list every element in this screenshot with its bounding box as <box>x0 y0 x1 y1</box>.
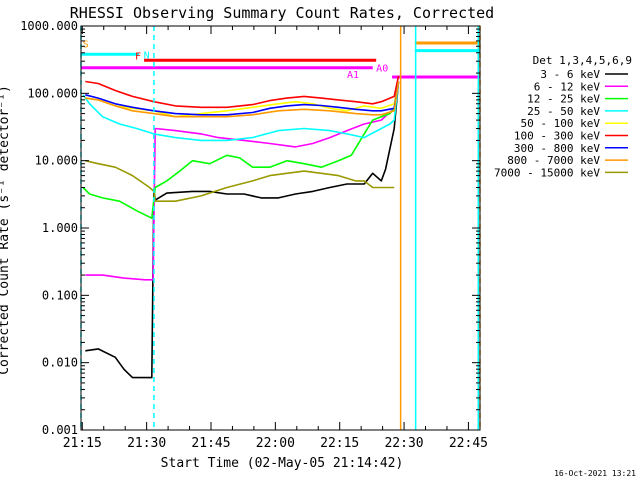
x-tick-label: 22:45 <box>449 436 488 451</box>
series-line-8 <box>85 159 395 202</box>
flag-label-a1: A1 <box>347 70 359 81</box>
y-tick-label: 0.001 <box>42 423 78 437</box>
data-series <box>82 75 400 379</box>
series-line-7 <box>85 81 400 118</box>
x-tick-label: 22:00 <box>256 436 295 451</box>
legend-label-7: 800 - 7000 keV <box>507 154 600 167</box>
y-axis-label: Corrected Count Rate (s⁻¹ detector⁻¹) <box>0 85 12 375</box>
legend-title: Det 1,3,4,5,6,9 <box>533 54 632 67</box>
series-line-3 <box>82 81 400 142</box>
legend-label-5: 100 - 300 keV <box>514 130 600 143</box>
x-axis-label: Start Time (02-May-05 21:14:42) <box>161 456 404 471</box>
x-tick-label: 21:45 <box>191 436 230 451</box>
series-line-2 <box>82 81 400 219</box>
axes: 1000.000 100.000 10.000 1.000 0.100 0.010 0.00… <box>20 19 488 451</box>
legend-label-8: 7000 - 15000 keV <box>494 166 600 179</box>
x-tick-label: 21:15 <box>63 436 102 451</box>
x-tick-label: 21:30 <box>127 436 166 451</box>
y-tick-label: 1.000 <box>42 221 78 235</box>
x-tick-label: 22:15 <box>320 436 359 451</box>
legend-label-2: 12 - 25 keV <box>527 93 600 106</box>
series-line-5 <box>85 75 400 109</box>
flag-label-a0: A0 <box>376 64 388 75</box>
y-tick-label: 0.010 <box>42 356 78 370</box>
status-flag-bars: S NF A0 A1 <box>81 39 480 81</box>
y-tick-label: 10.000 <box>35 154 78 168</box>
flag-label-n: N <box>144 50 150 61</box>
footer-date: 16-Oct-2021 13:21 <box>554 469 636 478</box>
legend-label-4: 50 - 100 keV <box>521 117 601 130</box>
series-line-6 <box>85 81 400 116</box>
y-tick-label: 0.100 <box>42 288 78 302</box>
series-line-0 <box>85 81 400 379</box>
flag-label-s: S <box>83 39 89 50</box>
flag-label-f: F <box>135 51 141 62</box>
y-tick-label: 1000.000 <box>20 19 78 33</box>
legend-label-6: 300 - 800 keV <box>514 142 600 155</box>
x-tick-label: 22:30 <box>384 436 423 451</box>
legend-label-1: 6 - 12 keV <box>534 80 601 93</box>
series-line-1 <box>85 81 400 281</box>
y-tick-label: 100.000 <box>27 86 78 100</box>
legend-label-0: 3 - 6 keV <box>540 68 600 81</box>
series-line-4 <box>85 81 400 118</box>
chart-title: RHESSI Observing Summary Count Rates, Co… <box>70 4 494 22</box>
legend-label-3: 25 - 50 keV <box>527 105 600 118</box>
